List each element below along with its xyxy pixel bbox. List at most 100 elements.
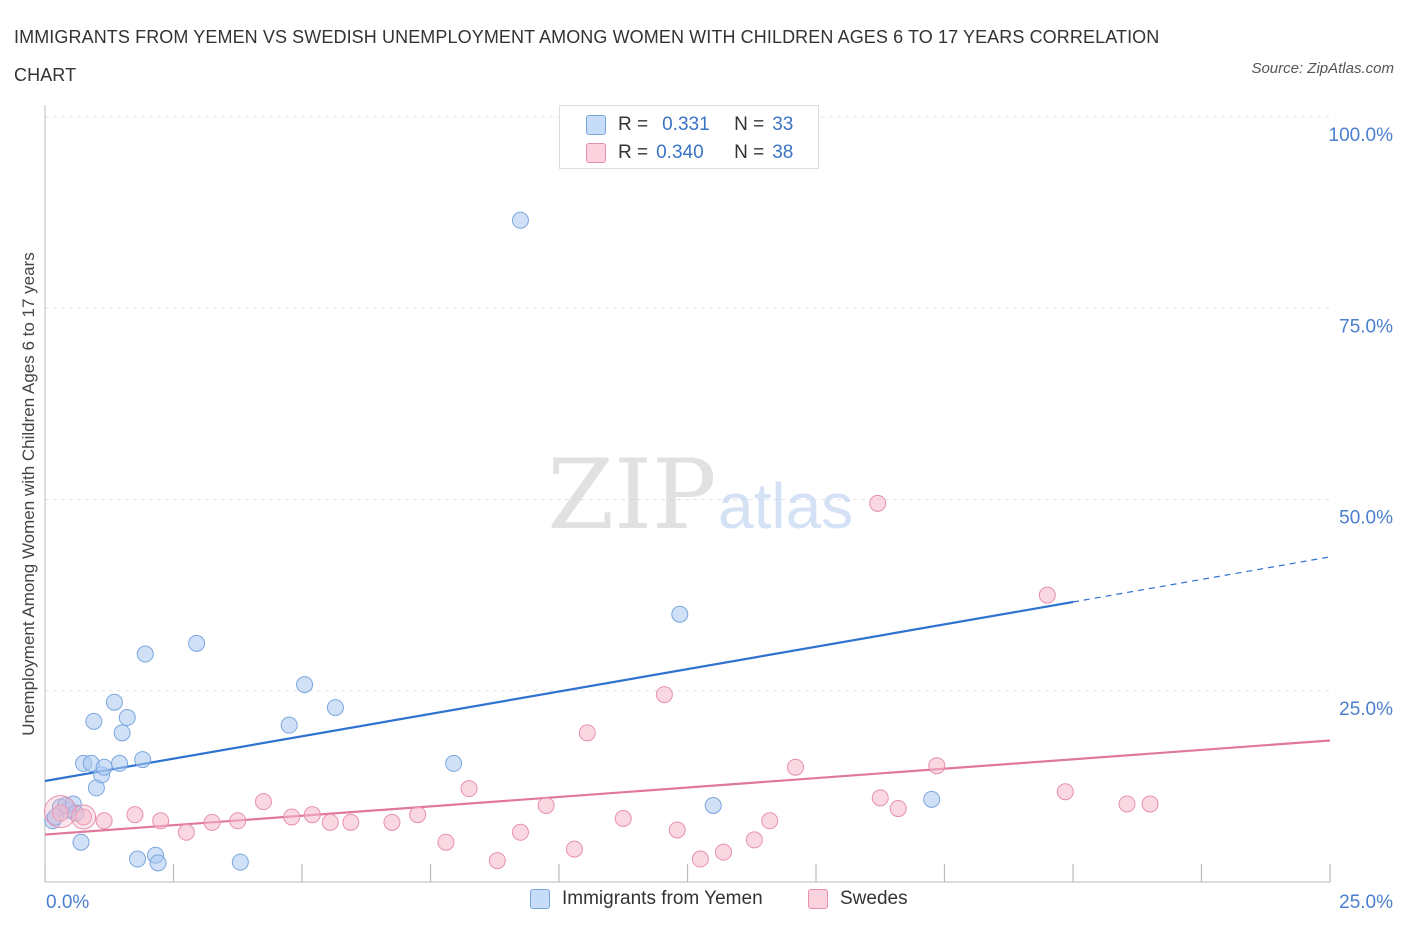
data-point-yemen (95, 758, 113, 776)
data-point-swedes (460, 780, 478, 798)
data-point-swedes (409, 806, 427, 824)
series-label-yemen: Immigrants from Yemen (562, 888, 763, 909)
data-point-yemen (231, 853, 249, 871)
y-tick-label: 50.0% (1339, 508, 1393, 529)
legend-row-swedes: R = 0.340 N = 38 (586, 141, 793, 165)
data-point-yemen (704, 797, 722, 814)
data-point-swedes (254, 793, 272, 811)
y-axis-label: Unemployment Among Women with Children A… (19, 252, 38, 736)
data-point-yemen (111, 754, 129, 772)
data-point-swedes (342, 813, 360, 831)
tick-labels: 25.0% 50.0% 75.0% 100.0% 0.0% 25.0% (46, 125, 1393, 913)
legend-r-label: R = (618, 114, 649, 135)
data-point-swedes (869, 494, 887, 512)
data-point-swedes (761, 812, 779, 830)
data-point-yemen (445, 754, 463, 772)
legend-r-label: R = (618, 142, 649, 163)
data-point-swedes (71, 804, 97, 830)
data-point-swedes (437, 833, 455, 851)
watermark-zip: ZIP (547, 439, 716, 551)
trend-line-swedes (44, 739, 1331, 836)
data-point-swedes (889, 800, 907, 818)
data-point-swedes (383, 813, 401, 831)
trend-lines (44, 556, 1331, 836)
data-point-yemen (671, 605, 689, 623)
data-point-swedes (95, 812, 113, 830)
data-point-yemen (85, 712, 103, 730)
data-point-yemen (129, 850, 147, 868)
legend: R = 0.331 N = 33 R = 0.340 N = 38 (559, 105, 819, 169)
data-point-swedes (928, 757, 946, 775)
legend-n-value: 38 (772, 142, 794, 163)
data-point-swedes (871, 789, 889, 807)
watermark: ZIP atlas (547, 439, 853, 551)
y-tick-label: 25.0% (1339, 699, 1393, 720)
data-point-yemen (118, 709, 136, 727)
data-point-swedes (152, 812, 170, 830)
data-point-yemen (136, 645, 154, 663)
gridlines (45, 116, 1330, 692)
data-point-swedes (614, 810, 632, 828)
trend-line-extension-yemen (1072, 556, 1331, 603)
watermark-atlas: atlas (718, 470, 853, 542)
data-point-swedes (714, 843, 732, 861)
legend-swatch-blue (586, 115, 606, 135)
data-point-swedes (488, 852, 506, 870)
data-point-swedes (203, 813, 221, 831)
source-label: Source: ZipAtlas.com (1251, 60, 1394, 77)
data-point-yemen (113, 724, 131, 742)
data-point-swedes (786, 758, 804, 776)
data-point-yemen (134, 751, 152, 769)
series-label-swedes: Swedes (840, 888, 908, 909)
data-point-swedes (1118, 795, 1136, 813)
data-point-swedes (578, 724, 596, 742)
data-point-yemen (326, 699, 344, 717)
data-point-swedes (126, 806, 144, 824)
data-point-swedes (668, 821, 686, 839)
data-point-swedes (655, 686, 673, 704)
legend-n-label: N = (734, 142, 765, 163)
y-tick-label: 100.0% (1329, 125, 1394, 146)
axes (44, 105, 1331, 883)
data-point-swedes (43, 795, 77, 829)
data-point-swedes (229, 812, 247, 830)
legend-swatch-pink (586, 143, 606, 163)
data-point-yemen (511, 211, 529, 229)
series-legend: Immigrants from Yemen Swedes (0, 888, 1406, 916)
y-tick-label: 75.0% (1339, 316, 1393, 337)
data-point-yemen (149, 854, 167, 872)
data-point-swedes (537, 797, 555, 814)
data-point-yemen (280, 716, 298, 734)
chart-title: IMMIGRANTS FROM YEMEN VS SWEDISH UNEMPLO… (14, 27, 1160, 85)
legend-n-label: N = (734, 114, 765, 135)
data-point-yemen (296, 676, 314, 694)
data-point-swedes (283, 808, 301, 826)
x-tick-label: 25.0% (1339, 892, 1393, 913)
data-point-swedes (1038, 586, 1056, 604)
series-legend-yemen[interactable]: Immigrants from Yemen (530, 888, 763, 910)
data-point-swedes (511, 823, 529, 841)
legend-row-yemen: R = 0.331 N = 33 (586, 113, 793, 137)
legend-r-value: 0.331 (662, 114, 710, 135)
data-points (43, 211, 1159, 872)
data-point-yemen (105, 693, 123, 711)
legend-n-value: 33 (772, 114, 794, 135)
series-swatch-pink (808, 889, 828, 909)
data-point-swedes (745, 831, 763, 849)
legend-r-value: 0.340 (656, 142, 704, 163)
x-tick-label: 0.0% (46, 892, 89, 913)
data-point-swedes (1056, 783, 1074, 801)
series-swatch-blue (530, 889, 550, 909)
trend-line-yemen (44, 600, 1074, 783)
data-point-yemen (188, 634, 206, 652)
data-point-swedes (51, 804, 69, 822)
data-point-swedes (691, 850, 709, 868)
data-point-swedes (177, 823, 195, 841)
data-point-swedes (1141, 795, 1159, 813)
data-point-yemen (72, 833, 90, 851)
series-legend-swedes[interactable]: Swedes (808, 888, 908, 910)
data-point-swedes (565, 840, 583, 858)
data-point-swedes (321, 813, 339, 831)
data-point-yemen (923, 790, 941, 808)
